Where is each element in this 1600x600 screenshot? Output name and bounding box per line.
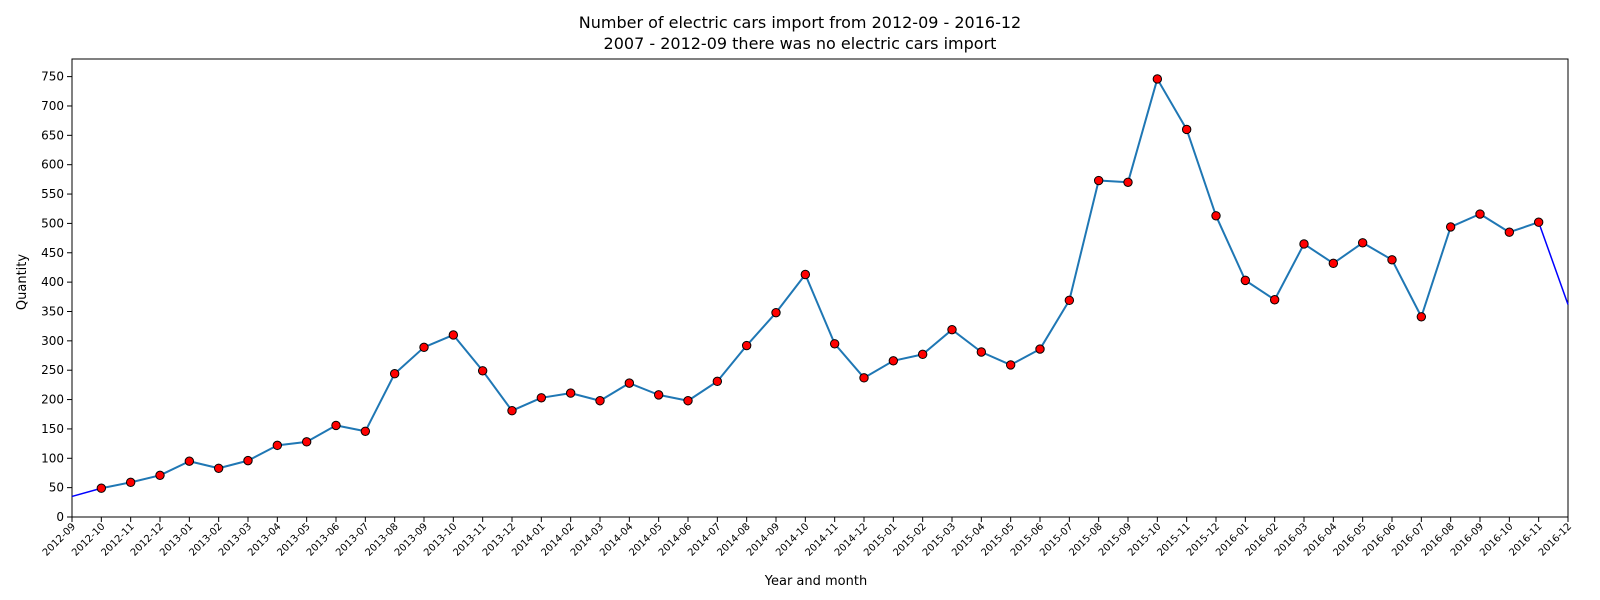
data-point bbox=[1005, 360, 1016, 370]
data-point bbox=[859, 373, 869, 383]
data-point bbox=[507, 406, 517, 416]
y-tick-label: 50 bbox=[49, 481, 64, 495]
y-tick-label: 550 bbox=[41, 187, 64, 201]
data-point bbox=[184, 456, 195, 466]
x-axis-label: Year and month bbox=[764, 574, 867, 589]
chart-title: Number of electric cars import from 2012… bbox=[579, 13, 1021, 32]
data-point bbox=[1357, 238, 1368, 248]
plot-frame bbox=[71, 58, 1569, 518]
data-point bbox=[1504, 227, 1515, 237]
data-point bbox=[771, 307, 781, 318]
data-point bbox=[1123, 177, 1133, 188]
y-tick-label: 150 bbox=[41, 422, 64, 436]
series-edge-line-start bbox=[71, 487, 102, 498]
data-point bbox=[1064, 295, 1075, 306]
y-tick-label: 700 bbox=[41, 99, 64, 113]
series-line bbox=[101, 77, 1539, 490]
data-point bbox=[536, 393, 547, 403]
data-point bbox=[1387, 255, 1397, 265]
data-point bbox=[1240, 275, 1251, 286]
data-point bbox=[683, 396, 693, 406]
y-tick-label: 600 bbox=[41, 158, 64, 172]
data-point bbox=[1152, 74, 1163, 84]
data-point bbox=[1093, 175, 1104, 186]
data-point bbox=[565, 388, 576, 398]
data-point bbox=[477, 366, 488, 376]
plot-area: 0 50 100 150 200 250 300 350 400 450 500 550 600 650 7… bbox=[41, 58, 1574, 559]
data-point bbox=[1416, 312, 1427, 322]
data-point bbox=[1533, 217, 1544, 227]
data-point bbox=[741, 340, 752, 351]
data-point bbox=[1299, 239, 1309, 249]
data-point bbox=[125, 477, 136, 488]
data-point bbox=[213, 463, 224, 473]
y-tick-label: 250 bbox=[41, 363, 64, 377]
y-tick-label: 650 bbox=[41, 128, 64, 142]
data-point bbox=[389, 369, 400, 379]
data-point bbox=[829, 339, 840, 349]
data-point bbox=[155, 470, 165, 481]
y-tick-label: 500 bbox=[41, 216, 64, 230]
data-point bbox=[1211, 211, 1221, 221]
y-tick-label: 0 bbox=[56, 510, 64, 524]
data-point bbox=[888, 356, 899, 366]
data-point bbox=[1269, 295, 1280, 305]
data-point bbox=[712, 376, 723, 387]
data-point bbox=[653, 390, 664, 400]
y-tick-label: 750 bbox=[41, 70, 64, 84]
data-point bbox=[1328, 258, 1339, 269]
y-tick-label: 400 bbox=[41, 275, 64, 289]
data-point bbox=[1035, 344, 1045, 354]
data-point bbox=[947, 324, 957, 335]
data-point bbox=[331, 420, 341, 431]
y-tick-label: 100 bbox=[41, 451, 64, 465]
data-point bbox=[1445, 222, 1456, 232]
data-point bbox=[800, 269, 811, 280]
data-point bbox=[1181, 124, 1192, 135]
y-axis-label: Quantity bbox=[15, 254, 30, 310]
y-tick-label: 450 bbox=[41, 246, 64, 260]
data-point bbox=[1475, 209, 1485, 219]
data-point bbox=[96, 483, 107, 493]
data-point bbox=[272, 440, 283, 451]
y-tick-label: 300 bbox=[41, 334, 64, 348]
data-point bbox=[301, 437, 312, 447]
data-point bbox=[595, 396, 605, 406]
chart-subtitle: 2007 - 2012-09 there was no electric car… bbox=[604, 34, 997, 53]
data-point bbox=[624, 378, 635, 388]
data-point bbox=[976, 347, 987, 357]
data-point bbox=[419, 342, 429, 353]
data-point bbox=[448, 330, 459, 340]
series-edge-line-end bbox=[1537, 221, 1569, 305]
data-point bbox=[360, 426, 371, 436]
y-tick-label: 350 bbox=[41, 304, 64, 318]
data-point bbox=[917, 349, 928, 360]
y-tick-label: 200 bbox=[41, 393, 64, 407]
data-point bbox=[243, 455, 253, 466]
